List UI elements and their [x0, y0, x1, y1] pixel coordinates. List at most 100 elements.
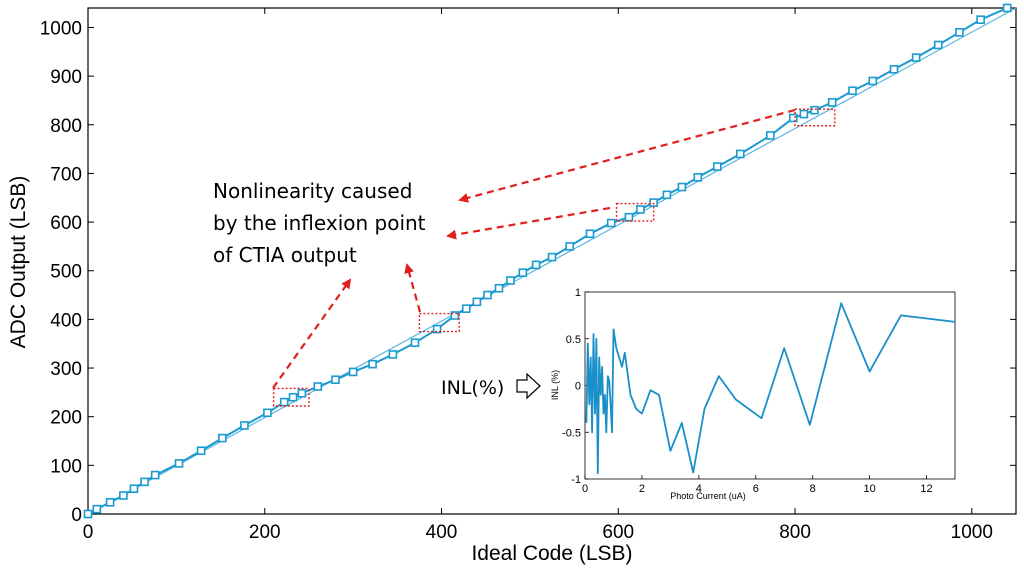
- adc-data-point: [92, 504, 102, 514]
- y-tick-label: 1000: [40, 18, 82, 39]
- inset-axis-ticks: 0 2 4 6 8 10 12 1 0.5 0 -0.5 -1: [562, 287, 933, 495]
- inset-y-tick-label: -0.5: [562, 427, 581, 439]
- inset-x-tick-label: 12: [920, 483, 932, 495]
- adc-data-point: [788, 113, 798, 123]
- highlight-box: [615, 202, 655, 222]
- adc-data-point: [911, 53, 921, 62]
- arrow-to-box-1: [272, 278, 352, 389]
- adc-data-point: [150, 470, 160, 480]
- arrow-from-box-4: [458, 108, 796, 203]
- y-tick-label: 900: [50, 67, 82, 88]
- highlight-box: [418, 312, 460, 333]
- adc-data-point: [461, 304, 471, 313]
- adc-data-point: [693, 173, 703, 182]
- adc-data-point: [766, 131, 775, 140]
- adc-data-point: [868, 76, 878, 86]
- adc-data-point: [410, 338, 420, 348]
- inset-x-tick-label: 4: [696, 483, 702, 495]
- nonlinearity-annotation: Nonlinearity caused by the inflexion poi…: [213, 179, 426, 267]
- main-series-group: [83, 3, 1017, 519]
- adc-data-point: [388, 350, 398, 359]
- y-axis-label: ADC Output (LSB): [7, 176, 30, 349]
- adc-data-point: [196, 446, 206, 456]
- adc-data-point: [933, 40, 943, 50]
- adc-data-point: [140, 477, 149, 487]
- adc-data-point: [313, 382, 323, 391]
- adc-data-point: [889, 65, 899, 74]
- x-tick-label: 400: [426, 522, 458, 543]
- adc-data-point: [105, 498, 115, 507]
- inl-line: [585, 302, 956, 475]
- adc-data-point: [331, 375, 340, 385]
- inset-x-tick-label: 0: [582, 483, 588, 495]
- adc-data-point: [547, 252, 557, 262]
- highlight-box: [794, 108, 836, 127]
- arrow-from-box-3: [446, 206, 611, 240]
- adc-data-point: [129, 484, 139, 494]
- adc-data-point: [662, 190, 672, 200]
- adc-data-point: [279, 397, 289, 407]
- adc-data-point: [565, 242, 574, 251]
- main-axis-ticks: 0 200 400 600 800 100001002003004005006007008…: [40, 8, 1016, 543]
- inset-y-tick-label: -1: [571, 474, 581, 486]
- y-tick-label: 600: [50, 213, 82, 234]
- x-tick-label: 1000: [951, 522, 993, 543]
- adc-data-point: [218, 433, 227, 443]
- adc-data-point: [585, 229, 595, 239]
- adc-data-point: [712, 162, 722, 171]
- y-tick-label: 400: [50, 310, 82, 331]
- y-tick-label: 800: [50, 116, 82, 137]
- adc-data-point: [735, 149, 745, 159]
- inset-y-tick-label: 0: [575, 381, 581, 393]
- adc-data-point: [976, 15, 985, 24]
- adc-data-point: [368, 359, 377, 369]
- x-tick-label: 600: [602, 522, 634, 543]
- inl-callout-label: INL(%): [441, 377, 504, 399]
- x-tick-label: 0: [83, 522, 94, 543]
- adc-data-point: [450, 311, 460, 320]
- inset-x-tick-label: 6: [753, 483, 759, 495]
- adc-data-point: [624, 212, 634, 222]
- adc-data-point: [649, 198, 658, 207]
- adc-data-point: [240, 421, 249, 430]
- adc-data-point: [677, 182, 687, 192]
- adc-data-point: [531, 260, 541, 270]
- adc-data-point: [636, 205, 645, 214]
- inset-y-label: INL (%): [550, 370, 560, 400]
- adc-data-point: [1002, 3, 1012, 13]
- inset-x-tick-label: 8: [810, 483, 816, 495]
- y-tick-label: 200: [50, 408, 82, 429]
- annotation-line-3: of CTIA output: [213, 243, 357, 267]
- adc-data-point: [827, 98, 837, 107]
- y-tick-label: 500: [50, 262, 82, 283]
- adc-data-point: [506, 276, 515, 285]
- adc-data-point: [119, 491, 128, 500]
- y-tick-label: 100: [50, 456, 82, 477]
- adc-data-point: [83, 509, 93, 519]
- adc-data-point: [799, 109, 809, 119]
- adc-data-point: [297, 389, 307, 398]
- adc-data-point: [848, 86, 857, 96]
- x-axis-label: Ideal Code (LSB): [471, 542, 632, 565]
- nonlinearity-highlight-boxes: [272, 108, 836, 407]
- inset-x-label: Photo Current (uA): [670, 491, 746, 501]
- x-tick-label: 200: [249, 522, 281, 543]
- adc-data-point: [263, 408, 272, 418]
- adc-data-point: [472, 297, 482, 307]
- adc-data-point: [348, 367, 358, 377]
- annotation-arrows: [272, 108, 796, 389]
- adc-data-point: [483, 290, 492, 300]
- inset-y-tick-label: 1: [575, 287, 581, 299]
- adc-data-point: [810, 105, 819, 115]
- x-tick-label: 800: [779, 522, 811, 543]
- adc-data-point: [518, 268, 528, 277]
- arrow-to-box-2: [404, 263, 422, 313]
- adc-data-point: [288, 392, 298, 402]
- inset-plot-frame: [584, 291, 956, 480]
- adc-data-point: [174, 459, 184, 468]
- inset-x-tick-label: 10: [863, 483, 875, 495]
- y-tick-label: 700: [50, 164, 82, 185]
- highlight-box: [272, 387, 310, 407]
